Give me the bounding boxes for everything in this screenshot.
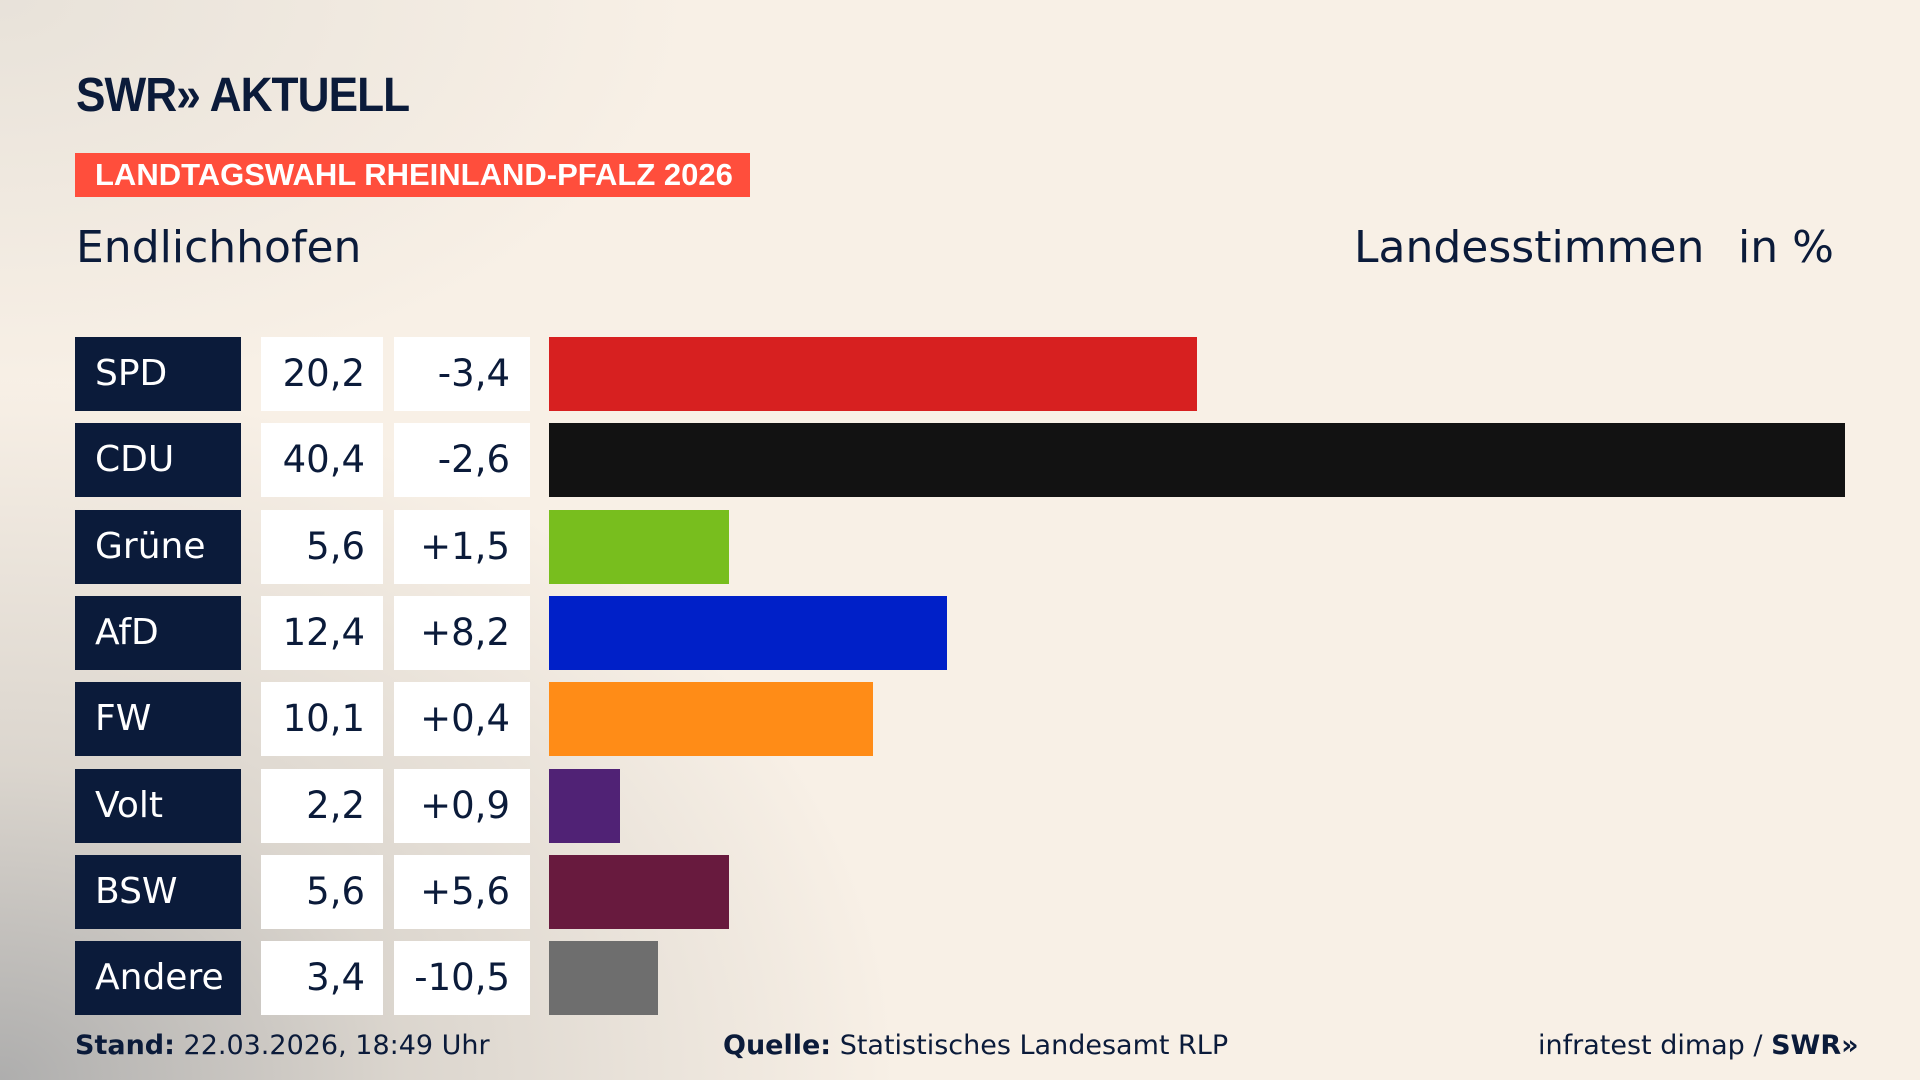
party-row: CDU 40,4 -2,6 bbox=[75, 423, 1875, 498]
party-row: SPD 20,2 -3,4 bbox=[75, 337, 1875, 411]
credit: infratest dimap / SWR» bbox=[1538, 1030, 1859, 1061]
election-banner: LANDTAGSWAHL RHEINLAND-PFALZ 2026 bbox=[75, 153, 750, 197]
party-label: FW bbox=[75, 682, 241, 757]
party-change: -10,5 bbox=[394, 941, 530, 1016]
metric-label: Landesstimmen bbox=[1354, 222, 1705, 273]
party-label: BSW bbox=[75, 854, 241, 929]
bar-spd bbox=[549, 337, 1197, 411]
source-value: Statistisches Landesamt RLP bbox=[839, 1030, 1229, 1061]
party-label: AfD bbox=[75, 595, 241, 670]
party-row: FW 10,1 +0,4 bbox=[75, 682, 1875, 757]
party-value: 3,4 bbox=[261, 941, 383, 1016]
party-value: 20,2 bbox=[261, 337, 383, 411]
swr-small-logo: SWR» bbox=[1771, 1030, 1859, 1061]
timestamp: Stand: 22.03.2026, 18:49 Uhr bbox=[75, 1030, 490, 1061]
party-change: -2,6 bbox=[394, 423, 530, 498]
party-change: +5,6 bbox=[394, 854, 530, 929]
party-value: 40,4 bbox=[261, 423, 383, 498]
party-label: Grüne bbox=[75, 509, 241, 584]
bar-fw bbox=[549, 682, 873, 757]
party-change: -3,4 bbox=[394, 337, 530, 411]
party-label: SPD bbox=[75, 337, 241, 411]
bar-cdu bbox=[549, 423, 1845, 498]
party-label: Volt bbox=[75, 768, 241, 843]
party-row: BSW 5,6 +5,6 bbox=[75, 854, 1875, 929]
party-change: +0,9 bbox=[394, 768, 530, 843]
bar-volt bbox=[549, 768, 620, 843]
unit-label: in % bbox=[1738, 222, 1834, 273]
party-change: +0,4 bbox=[394, 682, 530, 757]
party-value: 5,6 bbox=[261, 854, 383, 929]
source: Quelle: Statistisches Landesamt RLP bbox=[723, 1030, 1228, 1061]
party-row: Grüne 5,6 +1,5 bbox=[75, 509, 1875, 584]
party-value: 2,2 bbox=[261, 768, 383, 843]
source-label: Quelle: bbox=[723, 1030, 832, 1061]
stand-value: 22.03.2026, 18:49 Uhr bbox=[183, 1030, 490, 1061]
stand-label: Stand: bbox=[75, 1030, 175, 1061]
party-value: 5,6 bbox=[261, 509, 383, 584]
bar-afd bbox=[549, 595, 947, 670]
credit-text: infratest dimap / bbox=[1538, 1030, 1763, 1061]
party-label: Andere bbox=[75, 941, 241, 1016]
swr-aktuell-logo: SWR» AKTUELL bbox=[76, 69, 410, 122]
party-row: Andere 3,4 -10,5 bbox=[75, 941, 1875, 1016]
bar-bsw bbox=[549, 854, 729, 929]
party-value: 12,4 bbox=[261, 595, 383, 670]
place-title: Endlichhofen bbox=[76, 222, 362, 273]
party-value: 10,1 bbox=[261, 682, 383, 757]
party-row: AfD 12,4 +8,2 bbox=[75, 595, 1875, 670]
party-row: Volt 2,2 +0,9 bbox=[75, 768, 1875, 843]
bar-andere bbox=[549, 941, 659, 1016]
party-change: +8,2 bbox=[394, 595, 530, 670]
party-change: +1,5 bbox=[394, 509, 530, 584]
bar-grüne bbox=[549, 509, 729, 584]
party-label: CDU bbox=[75, 423, 241, 498]
